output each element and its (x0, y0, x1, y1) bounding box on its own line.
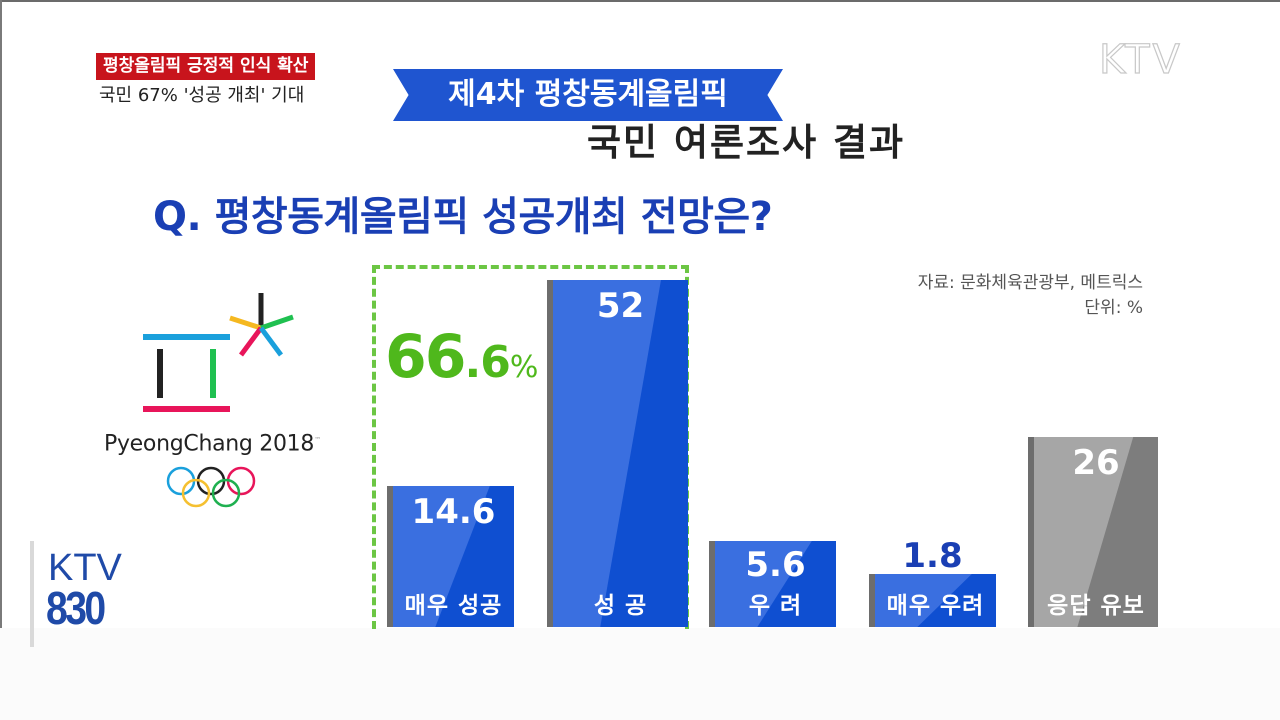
bar-label: 응답 유보 (1047, 593, 1145, 619)
ktv-watermark-logo: KTV (1098, 37, 1183, 83)
frame-left-border (0, 0, 2, 720)
bar-no-answer: 26 응답 유보 (1028, 437, 1158, 627)
bar-value: 14.6 (411, 492, 496, 532)
title-ribbon (393, 69, 783, 121)
pyeongchang-emblem-icon (143, 293, 294, 508)
survey-title: 국민 여론조사 결과 (587, 121, 906, 164)
bar-value: 26 (1072, 443, 1120, 483)
bar-label: 매우 우려 (886, 593, 985, 619)
news-subheadline: 국민 67% '성공 개최' 기대 (99, 85, 305, 106)
bar-value-very-concerned: 1.8 (902, 536, 963, 576)
ribbon-title: 제4차 평창동계올림픽 (448, 77, 728, 112)
positive-total-annotation: 66.6% (385, 322, 539, 392)
bar-label: 매우 성공 (404, 593, 503, 619)
bar-label: 우 려 (748, 593, 803, 619)
news-headline: 평창올림픽 긍정적 인식 확산 (96, 53, 316, 80)
channel-logo-ktv: KTV (48, 547, 122, 589)
bar-value: 5.6 (745, 545, 806, 585)
channel-logo-divider (30, 541, 34, 647)
pyeongchang-logo-text: PyeongChang 2018™ (104, 431, 321, 457)
data-source: 자료: 문화체육관광부, 메트릭스 (917, 273, 1143, 293)
frame-top-border (0, 0, 1280, 2)
bar-value: 52 (596, 286, 645, 326)
bar-very-successful: 14.6 매우 성공 (387, 486, 514, 627)
bar-successful: 52 성 공 (547, 280, 688, 627)
bar-very-concerned: 매우 우려 (869, 574, 996, 627)
bar-concerned: 5.6 우 려 (709, 541, 836, 627)
data-unit: 단위: % (1084, 298, 1143, 318)
footer-band (0, 628, 1280, 720)
survey-question: Q. 평창동계올림픽 성공개최 전망은? (153, 194, 773, 240)
channel-logo-number: 830 (46, 582, 106, 634)
bar-label: 성 공 (593, 593, 648, 619)
